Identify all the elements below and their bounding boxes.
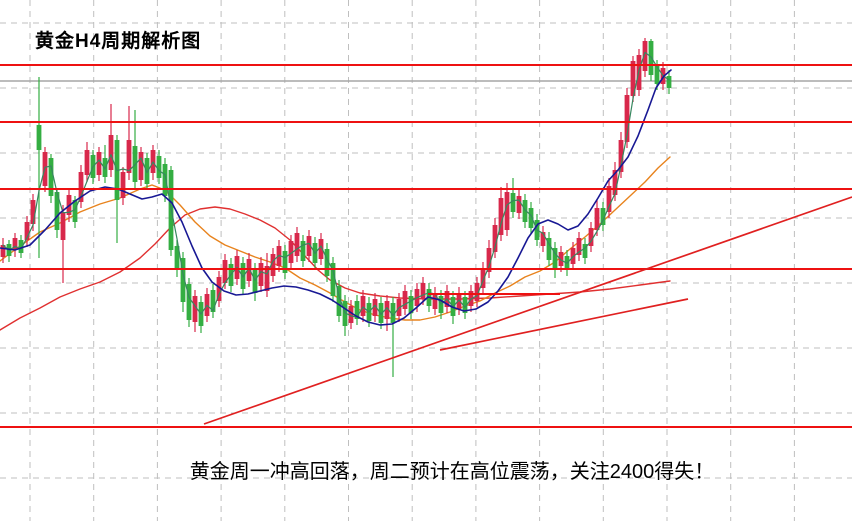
candle	[384, 301, 390, 319]
candle	[594, 208, 600, 230]
candle	[24, 222, 30, 240]
candle	[582, 244, 588, 258]
candle	[192, 296, 198, 322]
support-resistance-lines	[0, 64, 852, 428]
candles-layer	[0, 38, 672, 377]
candle	[30, 200, 36, 224]
chart-title: 黄金H4周期解析图	[35, 31, 202, 52]
candle	[54, 192, 60, 230]
candle	[288, 241, 294, 263]
candle	[264, 266, 270, 291]
candle	[144, 158, 150, 184]
candle	[270, 254, 276, 276]
candle	[540, 232, 546, 246]
candle	[246, 259, 252, 281]
candle	[108, 135, 114, 170]
candle	[36, 125, 42, 150]
candle	[324, 249, 330, 276]
candle	[606, 186, 612, 212]
candle	[342, 301, 348, 326]
candle	[222, 260, 228, 283]
candle	[18, 240, 24, 253]
candle	[486, 248, 492, 272]
candle	[354, 301, 360, 319]
candle	[642, 41, 648, 71]
candle	[480, 268, 486, 288]
candle	[330, 263, 336, 296]
candle	[360, 296, 366, 316]
candle	[378, 303, 384, 323]
candle	[552, 248, 558, 268]
candle	[618, 140, 624, 172]
candle	[96, 152, 102, 175]
candle	[180, 258, 186, 302]
candle	[138, 152, 144, 180]
ma-red-line	[0, 206, 671, 331]
candle	[528, 208, 534, 228]
candle	[456, 293, 462, 309]
candle	[402, 291, 408, 309]
candle	[372, 299, 378, 316]
candle	[474, 283, 480, 301]
candle	[630, 61, 636, 96]
candle	[84, 150, 90, 175]
ma-fast-green-line	[2, 51, 670, 318]
candle	[576, 238, 582, 255]
candle	[420, 283, 426, 299]
ma-navy-line	[0, 69, 672, 326]
candle	[294, 233, 300, 256]
candle	[210, 290, 216, 312]
candle	[258, 263, 264, 286]
candle	[60, 212, 66, 240]
candle	[48, 158, 54, 196]
candle	[156, 156, 162, 178]
trendlines-layer	[203, 196, 852, 425]
candle	[588, 228, 594, 246]
candle	[654, 66, 660, 84]
candle	[624, 95, 630, 142]
candle	[120, 172, 126, 198]
candle	[492, 225, 498, 252]
candle	[504, 192, 510, 230]
candle	[0, 245, 6, 257]
candle	[498, 198, 504, 235]
candle	[186, 284, 192, 320]
candle	[282, 251, 288, 273]
candle	[600, 208, 606, 225]
candle	[558, 252, 564, 266]
candle	[318, 239, 324, 259]
candle	[12, 238, 18, 250]
candle	[432, 293, 438, 309]
candle	[78, 172, 84, 202]
candle	[546, 238, 552, 260]
candle	[612, 170, 618, 195]
candle	[348, 306, 354, 323]
candle	[666, 76, 672, 88]
candle	[462, 297, 468, 313]
candle	[162, 164, 168, 196]
candle	[126, 140, 132, 173]
candle	[510, 193, 516, 212]
candle	[300, 241, 306, 261]
candle	[390, 303, 396, 323]
candle	[306, 236, 312, 256]
candle	[252, 269, 258, 293]
candle	[408, 296, 414, 313]
candle	[174, 246, 180, 270]
candle	[336, 286, 342, 316]
analysis-caption: 黄金周一冲高回落，周二预计在高位震荡，关注2400得失！	[189, 461, 715, 483]
candle	[516, 196, 522, 213]
candle	[522, 200, 528, 222]
candle	[72, 200, 78, 222]
candle	[216, 277, 222, 301]
